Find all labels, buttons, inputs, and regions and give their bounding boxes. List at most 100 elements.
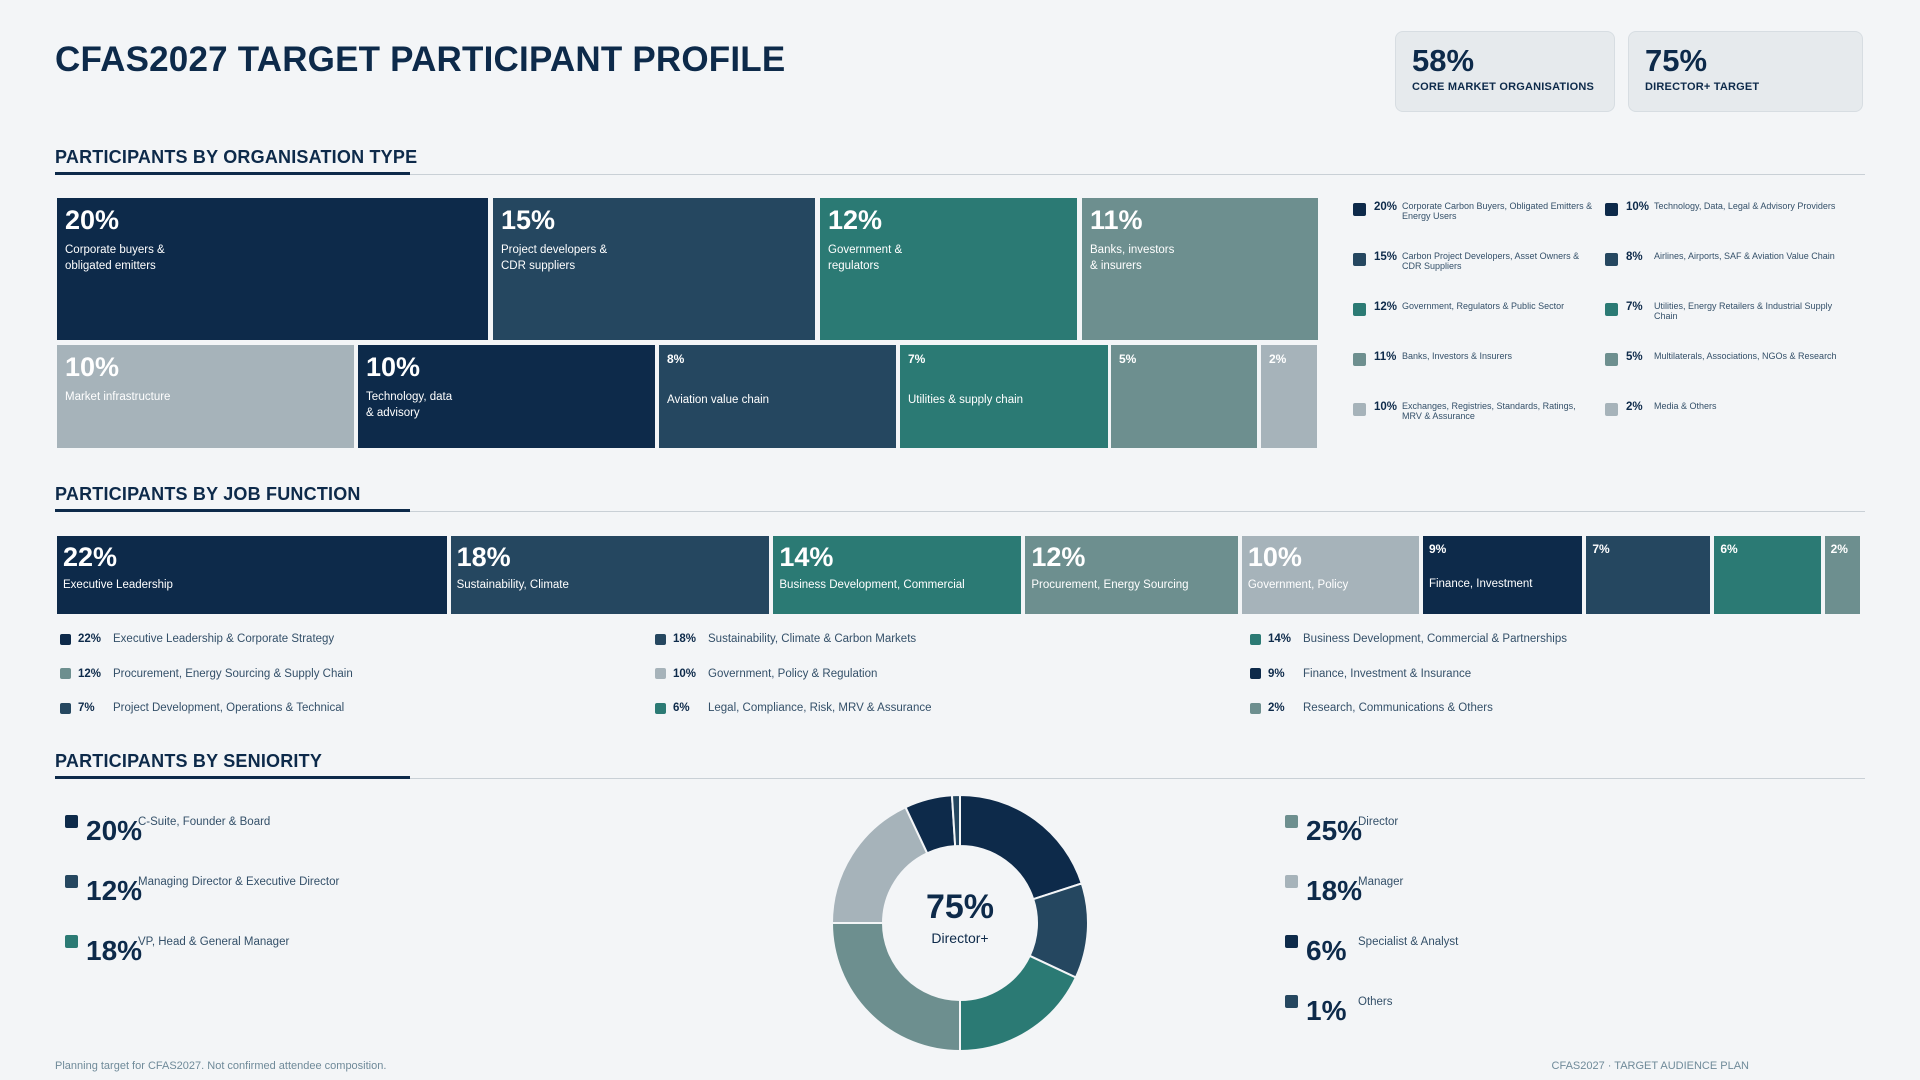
seniority-donut — [830, 793, 1089, 1053]
legend-item: 2% Media & Others — [1605, 401, 1845, 416]
legend-swatch — [60, 668, 71, 679]
legend-swatch — [655, 702, 666, 714]
tile-label: Government & regulators — [828, 243, 903, 272]
legend-text: Research, Communications & Others — [1303, 702, 1493, 714]
donut-slice — [959, 793, 1083, 901]
legend-value: 11% — [1374, 351, 1397, 363]
legend-value: 18% — [1306, 875, 1363, 906]
bar-label: Procurement, Energy Sourcing — [1031, 578, 1189, 591]
treemap-tile: 11% Banks, investors & insurers — [1082, 198, 1318, 340]
bar-value: 2% — [1830, 542, 1848, 556]
donut-slice — [959, 954, 1078, 1053]
legend-text: VP, Head & General Manager — [138, 936, 290, 948]
bar-label: Business Development, Commercial — [779, 578, 965, 591]
treemap-tile: 7% Utilities & supply chain — [900, 345, 1108, 448]
legend-swatch — [60, 702, 71, 714]
tile-value: 2% — [1269, 352, 1287, 366]
legend-text: Sustainability, Climate & Carbon Markets — [708, 633, 917, 645]
legend-swatch — [1250, 633, 1261, 645]
donut-center-label: Director+ — [931, 930, 989, 946]
tile-value: 12% — [828, 205, 883, 235]
section-divider — [55, 778, 1865, 779]
legend-swatch — [1605, 253, 1618, 266]
legend-text: Banks, Investors & Insurers — [1402, 351, 1513, 361]
legend-value: 12% — [1374, 301, 1398, 313]
legend-item: 9% Finance, Investment & Insurance — [1250, 666, 1471, 682]
legend-text: Government, Policy & Regulation — [708, 667, 878, 680]
legend-text: Utilities, Energy Retailers & Industrial… — [1654, 301, 1833, 322]
legend-swatch — [1605, 203, 1618, 216]
legend-text: Procurement, Energy Sourcing & Supply Ch… — [113, 667, 353, 680]
treemap-tile: 5% — [1111, 345, 1257, 448]
treemap-tile: 10% Technology, data & advisory — [358, 345, 655, 448]
kpi-value: 58% — [1412, 43, 1475, 78]
legend-value: 5% — [1626, 351, 1643, 363]
kpi-card-core-market: 58% CORE MARKET ORGANISATIONS — [1395, 31, 1615, 112]
legend-value: 7% — [1626, 301, 1643, 313]
bar-segment: 6% — [1714, 536, 1821, 614]
legend-item: 25% Director — [1285, 812, 1398, 847]
legend-value: 1% — [1306, 995, 1347, 1026]
legend-swatch — [1285, 875, 1298, 888]
donut-slice — [830, 922, 961, 1053]
legend-text: Corporate Carbon Buyers, Obligated Emitt… — [1402, 201, 1593, 222]
legend-text: Executive Leadership & Corporate Strateg… — [113, 633, 335, 645]
legend-item: 2% Research, Communications & Others — [1250, 700, 1493, 716]
bar-label: Sustainability, Climate — [456, 578, 569, 591]
bar-segment: 14% Business Development, Commercial — [773, 536, 1022, 614]
tile-label: Project developers & CDR suppliers — [501, 243, 608, 272]
section-accent — [55, 509, 410, 512]
legend-item: 11% Banks, Investors & Insurers — [1353, 351, 1593, 366]
bar-label: Finance, Investment — [1428, 578, 1533, 591]
legend-item: 5% Multilaterals, Associations, NGOs & Re… — [1605, 351, 1845, 366]
legend-text: Carbon Project Developers, Asset Owners … — [1402, 251, 1580, 272]
legend-text: Specialist & Analyst — [1358, 936, 1459, 948]
legend-text: Multilaterals, Associations, NGOs & Rese… — [1654, 351, 1837, 361]
legend-value: 15% — [1374, 251, 1398, 263]
legend-text: Business Development, Commercial & Partn… — [1303, 633, 1567, 645]
bar-segment: 2% — [1824, 536, 1860, 614]
legend-item: 10% Technology, Data, Legal & Advisory Pr… — [1605, 201, 1845, 216]
legend-value: 6% — [673, 702, 690, 714]
legend-item: 7% Utilities, Energy Retailers & Industri… — [1605, 301, 1845, 322]
bar-value: 7% — [1592, 542, 1610, 556]
legend-item: 22% Executive Leadership & Corporate Stra… — [60, 631, 334, 647]
legend-text: Director — [1358, 816, 1399, 828]
legend-text: Media & Others — [1654, 401, 1717, 411]
bar-segment: 7% — [1586, 536, 1711, 614]
bar-segment: 9% Finance, Investment — [1422, 536, 1583, 614]
legend-text: Exchanges, Registries, Standards, Rating… — [1402, 401, 1576, 422]
legend-item: 6% Legal, Compliance, Risk, MRV & Assuran… — [655, 700, 932, 716]
tile-label: Corporate buyers & obligated emitters — [65, 243, 165, 272]
legend-value: 20% — [86, 815, 143, 846]
legend-item: 20% Corporate Carbon Buyers, Obligated Em… — [1353, 201, 1593, 222]
legend-value: 10% — [1626, 201, 1650, 213]
legend-value: 2% — [1626, 401, 1643, 413]
legend-text: Project Development, Operations & Techni… — [113, 702, 345, 714]
section-divider — [55, 511, 1865, 512]
legend-item: 1% Others — [1285, 992, 1393, 1027]
bar-label: Government, Policy — [1247, 578, 1349, 591]
legend-swatch — [655, 668, 666, 679]
legend-swatch — [1353, 353, 1366, 366]
bar-label: Executive Leadership — [63, 578, 173, 591]
legend-item: 15% Carbon Project Developers, Asset Owne… — [1353, 251, 1593, 272]
treemap-tile: 12% Government & regulators — [820, 198, 1077, 340]
legend-item: 18% VP, Head & General Manager — [65, 932, 289, 967]
treemap-tile: 10% Market infrastructure — [57, 345, 354, 448]
bar-value: 22% — [63, 542, 118, 572]
legend-swatch — [65, 875, 78, 888]
legend-swatch — [1285, 815, 1298, 828]
section-accent — [55, 776, 410, 779]
tile-value: 5% — [1119, 352, 1137, 366]
bar-segment: 10% Government, Policy — [1241, 536, 1419, 614]
section-title-seniority: PARTICIPANTS BY SENIORITY — [55, 751, 323, 771]
legend-item: 10% Exchanges, Registries, Standards, Rat… — [1353, 401, 1593, 422]
legend-text: Government, Regulators & Public Sector — [1402, 301, 1565, 311]
legend-swatch — [1353, 253, 1366, 266]
section-accent — [55, 172, 410, 175]
legend-text: Others — [1358, 996, 1393, 1008]
legend-value: 8% — [1626, 251, 1643, 263]
tile-value: 7% — [908, 352, 926, 366]
legend-value: 10% — [1374, 401, 1398, 413]
